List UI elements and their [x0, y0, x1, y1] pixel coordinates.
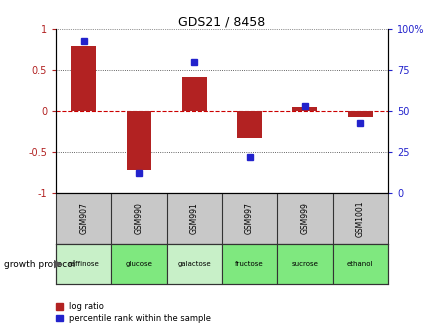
Text: GSM990: GSM990 [134, 202, 143, 234]
Bar [56, 244, 111, 284]
Text: GSM1001: GSM1001 [355, 200, 364, 236]
Bar [221, 244, 276, 284]
Text: GSM991: GSM991 [189, 202, 198, 234]
Text: GSM997: GSM997 [245, 202, 254, 234]
Bar [111, 244, 166, 284]
Text: ▶: ▶ [54, 259, 62, 269]
Bar [126, 111, 151, 170]
Bar [166, 244, 221, 284]
Text: growth protocol: growth protocol [4, 260, 76, 268]
Text: GSM999: GSM999 [300, 202, 309, 234]
Text: glucose: glucose [125, 261, 152, 267]
Bar [292, 107, 316, 111]
Bar [237, 111, 261, 138]
Legend: log ratio, percentile rank within the sample: log ratio, percentile rank within the sa… [56, 302, 211, 323]
Bar [71, 46, 96, 111]
Text: raffinose: raffinose [68, 261, 99, 267]
Title: GDS21 / 8458: GDS21 / 8458 [178, 15, 265, 28]
Text: GSM907: GSM907 [79, 202, 88, 234]
Bar [347, 111, 372, 117]
Text: sucrose: sucrose [291, 261, 318, 267]
Text: galactose: galactose [177, 261, 211, 267]
Text: fructose: fructose [235, 261, 263, 267]
Bar [181, 77, 206, 111]
Bar [332, 244, 387, 284]
Bar [276, 244, 332, 284]
Text: ethanol: ethanol [346, 261, 373, 267]
